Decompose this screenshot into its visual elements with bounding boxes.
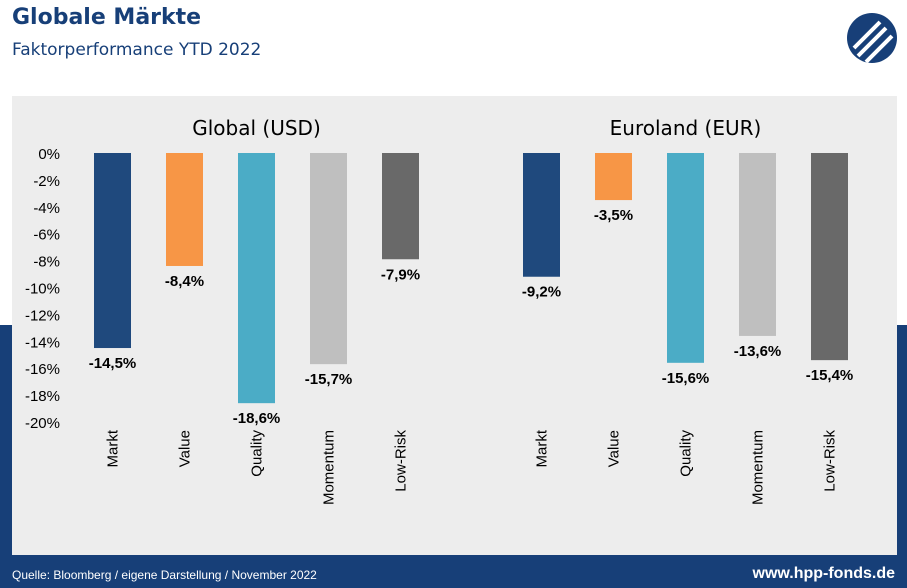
data-label: -9,2%	[522, 284, 561, 301]
y-tick-label: -16%	[25, 361, 60, 378]
source-note: Quelle: Bloomberg / eigene Darstellung /…	[12, 568, 317, 582]
y-tick-label: 0%	[38, 146, 60, 163]
bar	[667, 153, 704, 363]
data-label: -7,9%	[381, 266, 420, 283]
y-tick-label: -8%	[33, 254, 60, 271]
y-tick-label: -4%	[33, 200, 60, 217]
panel-title: Euroland (EUR)	[610, 116, 762, 140]
y-tick-label: -20%	[25, 415, 60, 432]
page-subtitle: Faktorperformance YTD 2022	[12, 40, 262, 60]
y-tick-label: -12%	[25, 307, 60, 324]
x-tick-label: Low-Risk	[822, 430, 839, 492]
data-label: -18,6%	[233, 410, 281, 427]
x-tick-label: Low-Risk	[393, 430, 410, 492]
x-tick-label: Value	[177, 430, 194, 467]
bar	[94, 153, 131, 349]
x-tick-label: Momentum	[750, 430, 767, 505]
bar	[382, 153, 419, 260]
page-title: Globale Märkte	[12, 5, 202, 30]
bar	[811, 153, 848, 361]
data-label: -3,5%	[594, 207, 633, 224]
data-label: -15,7%	[305, 371, 353, 388]
y-tick-label: -14%	[25, 334, 60, 351]
data-label: -14,5%	[89, 355, 137, 372]
bar	[523, 153, 560, 277]
bar	[739, 153, 776, 336]
y-tick-label: -2%	[33, 173, 60, 190]
bar	[166, 153, 203, 266]
x-tick-label: Markt	[105, 429, 122, 467]
x-tick-label: Markt	[534, 429, 551, 467]
x-tick-label: Value	[606, 430, 623, 467]
data-label: -15,4%	[806, 367, 854, 384]
hpp-logo-icon	[847, 13, 897, 63]
x-tick-label: Quality	[249, 430, 266, 477]
bar	[238, 153, 275, 404]
factor-performance-chart: 0% -2% -4% -6% -8% -10% -12% -14% -16% -18% -20% Gl…	[25, 116, 854, 505]
panel-title: Global (USD)	[192, 116, 321, 140]
x-tick-label: Quality	[678, 430, 695, 477]
chart-panel: 0% -2% -4% -6% -8% -10% -12% -14% -16% -18% -20% Gl…	[12, 96, 897, 555]
y-tick-label: -10%	[25, 281, 60, 298]
data-label: -8,4%	[165, 273, 204, 290]
data-label: -13,6%	[734, 343, 782, 360]
bar	[595, 153, 632, 201]
bar	[310, 153, 347, 365]
x-tick-label: Momentum	[321, 430, 338, 505]
data-label: -15,6%	[662, 370, 710, 387]
website-link[interactable]: www.hpp-fonds.de	[752, 565, 896, 582]
y-tick-label: -6%	[33, 227, 60, 244]
y-tick-label: -18%	[25, 388, 60, 405]
